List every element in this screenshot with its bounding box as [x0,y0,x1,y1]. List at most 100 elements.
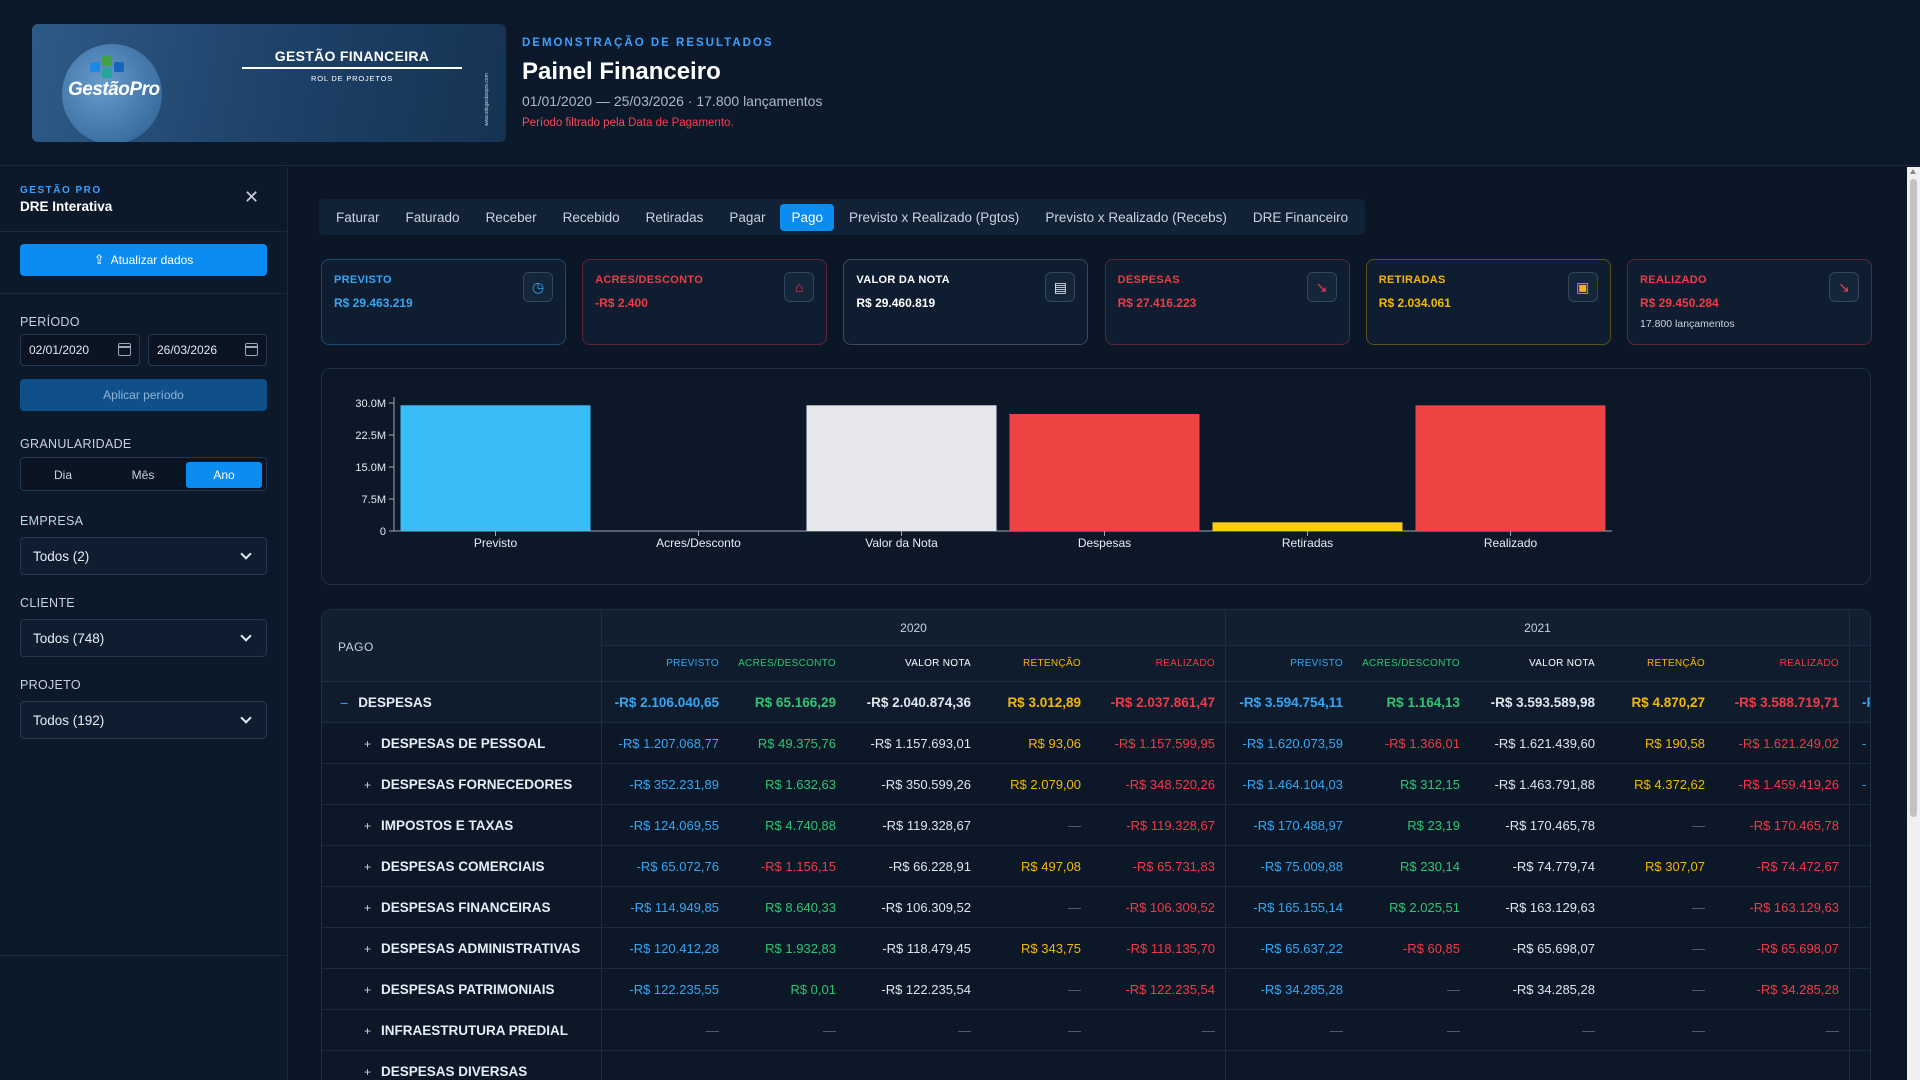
bar-retiradas[interactable] [1212,522,1403,531]
apply-period-button[interactable]: Aplicar período [20,379,267,411]
projeto-value: Todos (192) [33,712,105,728]
kpi-value: R$ 27.416.223 [1117,296,1197,310]
tab-previsto-x-realizado-pgtos-[interactable]: Previsto x Realizado (Pgtos) [848,209,1020,225]
tab-previsto-x-realizado-recebs-[interactable]: Previsto x Realizado (Recebs) [1045,209,1227,225]
table-cell: R$ 343,75 [1021,941,1081,956]
table-cell: -R$ 114.949,85 [630,900,719,915]
date-to-input[interactable]: 26/03/2026 [148,334,267,366]
upload-icon: ⇪ [93,252,105,267]
row-label: − DESPESAS [322,682,602,723]
table-cell: -R$ 352.231,89 [629,777,719,792]
expand-toggle[interactable]: + [364,1064,372,1079]
year-header: 2021 [1226,610,1850,646]
table-cell: -R$ 65.731,83 [1091,846,1226,887]
bar-previsto[interactable] [400,405,591,531]
table-cell: -R$ 2.037.861,47 [1091,682,1226,723]
row-name: IMPOSTOS E TAXAS [381,818,514,833]
calendar-icon [118,343,131,356]
tab-pago[interactable]: Pago [780,203,834,231]
expand-toggle[interactable]: + [364,982,372,997]
expand-toggle[interactable]: + [364,818,372,833]
table-row[interactable]: + DESPESAS DIVERSAS [322,1051,1870,1080]
table-cell: R$ 1.632,63 [765,777,836,792]
projeto-select[interactable]: Todos (192) [20,701,267,739]
tab-retiradas[interactable]: Retiradas [645,209,704,225]
table-cell: -R$ 118.479,45 [882,941,971,956]
x-tick-label: Acres/Desconto [656,536,741,550]
tab-recebido[interactable]: Recebido [562,209,620,225]
table-row[interactable]: + DESPESAS PATRIMONIAIS -R$ 122.235,55 R$ 0… [322,969,1870,1010]
table-row[interactable]: + INFRAESTRUTURA PREDIAL — — — — — — — — — — [322,1010,1870,1051]
tab-faturado[interactable]: Faturado [405,209,460,225]
tab-dre-financeiro[interactable]: DRE Financeiro [1252,209,1349,225]
row-label: + DESPESAS ADMINISTRATIVAS [322,928,602,969]
table-cell: - [1862,777,1867,792]
kpi-label: ACRES/DESCONTO [595,274,704,286]
table-row[interactable]: + IMPOSTOS E TAXAS -R$ 124.069,55 R$ 4.740,… [322,805,1870,846]
x-tick-label: Previsto [474,536,518,550]
header-note: Período filtrado pela Data de Pagamento. [522,117,734,129]
tab-pagar[interactable]: Pagar [729,209,766,225]
table-row[interactable]: + DESPESAS DE PESSOAL -R$ 1.207.068,77 R$ 4… [322,723,1870,764]
gran-option-mes[interactable]: Mês [131,468,155,482]
table-row[interactable]: + DESPESAS COMERCIAIS -R$ 65.072,76 -R$ 1.1… [322,846,1870,887]
kpi-value: -R$ 2.400 [595,296,648,310]
scroll-up-icon[interactable] [1910,169,1916,174]
table-cell: — [1447,982,1460,997]
table-cell: -R$ 1.621.249,02 [1715,723,1850,764]
kpi-value: R$ 2.034.061 [1378,296,1451,310]
calendar-icon [245,343,258,356]
scrollbar-thumb[interactable] [1910,179,1917,817]
empresa-select[interactable]: Todos (2) [20,537,267,575]
sidebar-divider [0,293,288,294]
close-icon[interactable]: ✕ [244,187,260,207]
table-cell [1850,887,1870,928]
table-cell: R$ 2.025,51 [1389,900,1460,915]
table-cell: — [1068,900,1081,915]
kpi-label: RETIRADAS [1378,274,1446,286]
cliente-select[interactable]: Todos (748) [20,619,267,657]
page-scrollbar[interactable] [1907,167,1920,1080]
column-header-overflow [1850,646,1870,682]
expand-toggle[interactable]: + [364,859,372,874]
expand-toggle[interactable]: + [364,1023,372,1038]
table-cell: R$ 4.372,62 [1634,777,1705,792]
gran-option-dia[interactable]: Dia [53,468,72,482]
expand-toggle[interactable]: + [364,941,372,956]
table-cell: -R$ 34.285,28 [1260,982,1343,997]
table-row[interactable]: + DESPESAS FORNECEDORES -R$ 352.231,89 R$ 1… [322,764,1870,805]
bar-valor-da-nota[interactable] [806,405,997,531]
table-cell: -R$ 350.599,26 [881,777,971,792]
bar-realizado[interactable] [1415,405,1606,531]
expand-toggle[interactable]: + [364,900,372,915]
row-label: + DESPESAS FINANCEIRAS [322,887,602,928]
table-row[interactable]: + DESPESAS FINANCEIRAS -R$ 114.949,85 R$ 8.… [322,887,1870,928]
expand-toggle[interactable]: + [364,777,372,792]
expand-toggle[interactable]: + [364,736,372,751]
table-row[interactable]: − DESPESAS -R$ 2.106.040,65 R$ 65.166,29 -R$… [322,682,1870,723]
wallet-icon: ▣ [1567,272,1598,302]
row-name: DESPESAS DIVERSAS [381,1064,528,1079]
table-cell: — [958,1023,971,1038]
kpi-value: R$ 29.450.284 [1640,296,1719,310]
main-content: Faturar Faturado Receber Recebido Retiradas P… [289,167,1907,1080]
sidebar-divider [0,231,288,232]
tag-icon: ⌂ [784,272,815,302]
update-data-button[interactable]: ⇪ Atualizar dados [20,244,267,276]
date-from-input[interactable]: 02/01/2020 [20,334,140,366]
collapse-toggle[interactable]: − [340,694,349,711]
table-row[interactable]: + DESPESAS ADMINISTRATIVAS -R$ 120.412,28 R… [322,928,1870,969]
table-cell [602,1051,729,1080]
document-icon: ▤ [1045,272,1076,302]
brand-banner: GestãoPro GESTÃO FINANCEIRA ROL DE PROJE… [32,24,506,142]
table-cell: R$ 23,19 [1407,818,1460,833]
tab-receber[interactable]: Receber [485,209,537,225]
table-cell: R$ 1.164,13 [1386,695,1460,710]
tab-faturar[interactable]: Faturar [336,209,380,225]
y-tick-label: 7.5M [362,494,386,506]
table-cell [1850,1051,1870,1080]
chevron-down-icon [240,630,252,642]
bar-despesas[interactable] [1009,414,1200,531]
gran-option-ano[interactable]: Ano [186,462,262,488]
table-cell: R$ 3.012,89 [1007,695,1081,710]
